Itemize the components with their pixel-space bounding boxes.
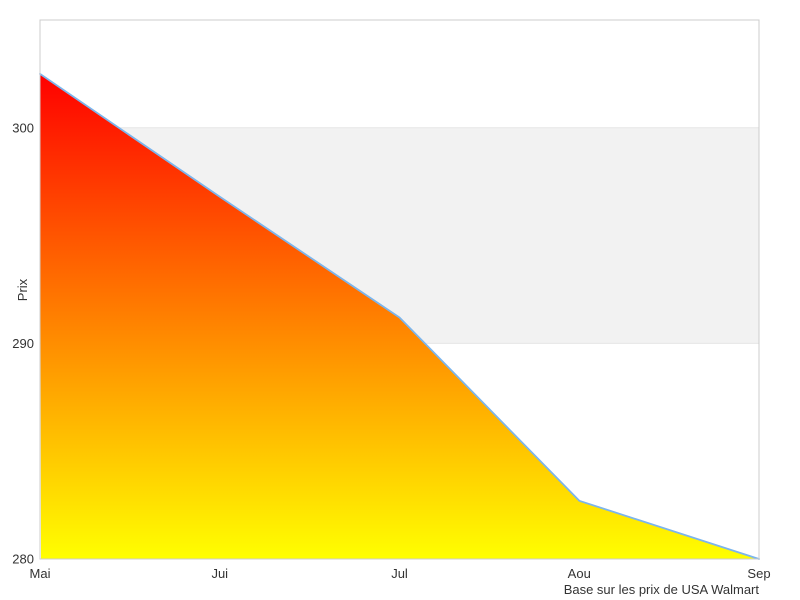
plot-border: [39, 19, 760, 560]
x-tick-label: Sep: [747, 566, 770, 581]
y-tick-label: 280: [12, 552, 34, 567]
x-tick-label: Mai: [30, 566, 51, 581]
price-area-series: [40, 73, 759, 560]
y-tick-label: 300: [12, 120, 34, 135]
x-tick-label: Jul: [391, 566, 408, 581]
x-tick-label: Aou: [568, 566, 591, 581]
price-line-series: [39, 73, 760, 560]
chart-plot-area: 280 290 300 Mai Jui Jul Aou Sep: [12, 19, 771, 581]
y-axis-title: Prix: [15, 278, 30, 301]
chart-caption: Base sur les prix de USA Walmart: [564, 582, 760, 597]
y-tick-label: 290: [12, 336, 34, 351]
x-tick-label: Jui: [211, 566, 228, 581]
